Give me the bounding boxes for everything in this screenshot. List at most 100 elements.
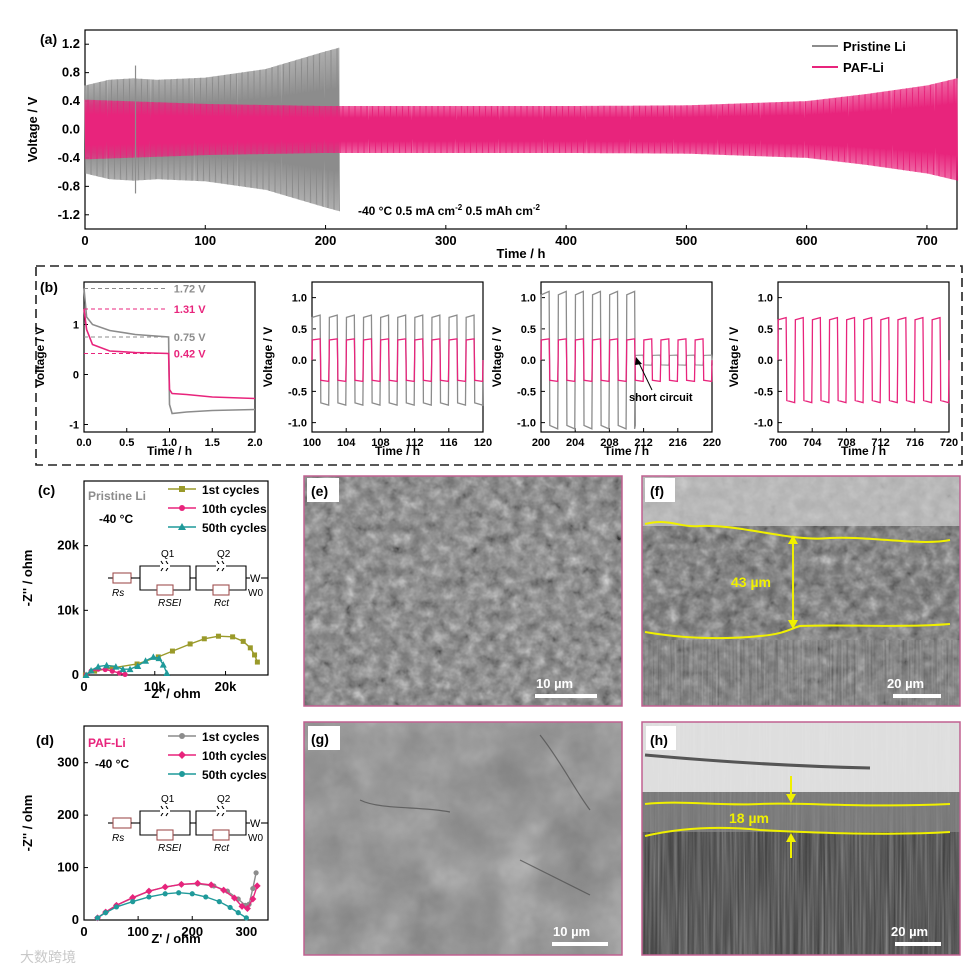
b4-xtick-label: 700 (769, 437, 787, 449)
data-point (240, 638, 246, 644)
circuit-label-rsei: RSEI (158, 843, 182, 854)
data-point (119, 665, 127, 673)
annotation-label: 1.72 V (174, 284, 206, 296)
a-xtick-label: 600 (796, 233, 818, 248)
cpe-gap (216, 564, 226, 568)
b2-ylabel: Voltage / V (261, 327, 275, 387)
panel-h-label-box (646, 726, 676, 750)
b1-ytick-label: 1 (73, 320, 79, 332)
series-1 (97, 872, 257, 919)
b4-ytick-label: -1.0 (754, 418, 773, 430)
a-ytick-label: 0.0 (62, 122, 80, 137)
data-point (161, 883, 169, 891)
panel-b2: 100 104 108 112 116 120 -1.0 -0.5 0.0 0.5 1.0 Time … (261, 281, 492, 458)
short-circuit-arrow (637, 360, 653, 391)
b4-xtick-label: 716 (906, 437, 924, 449)
d-legend: 1st cycles 10th cycles 50th cycles (168, 730, 267, 782)
panel-c-sample: Pristine Li (88, 489, 146, 503)
d-xlabel: Z' / ohm (151, 931, 200, 946)
series-paf-li (540, 338, 713, 383)
c-ytick-label: 10k (57, 602, 79, 617)
panel-f-label: (f) (650, 483, 664, 499)
b3-ytick-label: -1.0 (517, 418, 536, 430)
panel-b4: 700 704 708 712 716 720 -1.0 -0.5 0.0 0.5 1.0 Time … (727, 281, 958, 458)
data-point (112, 663, 120, 670)
panel-b-label: (b) (40, 279, 58, 295)
b3-ytick-label: 0.0 (521, 355, 536, 367)
b1-ytick-label: 0 (73, 370, 79, 382)
panel-a: 0 100 200 300 400 500 600 700 -1.2 -0.8 -0.4 0.0 0.4… (25, 29, 959, 261)
b3-ytick-label: 1.0 (521, 293, 536, 305)
b2-ytick-label: -1.0 (288, 418, 307, 430)
data-point (155, 654, 163, 662)
panel-d: 0 100 200 300 0 100 200 300 Z' / ohm -Z'' / ohm 1s… (20, 725, 269, 946)
series-pristine-li (540, 290, 636, 430)
b4-ytick-label: 0.0 (758, 355, 773, 367)
legend-label: Pristine Li (843, 39, 906, 54)
a-xlabel: Time / h (497, 246, 546, 261)
circuit-label-rct: Rct (214, 843, 230, 854)
b4-xtick-label: 704 (803, 437, 822, 449)
series-paf-li (777, 316, 950, 404)
b1-xtick-label: 1.5 (205, 437, 220, 449)
data-point (187, 641, 193, 647)
panel-d-sample: PAF-Li (88, 736, 126, 750)
series-paf-li (84, 78, 959, 181)
b4-ytick-label: -0.5 (754, 386, 773, 398)
a-ytick-label: 0.4 (62, 93, 81, 108)
data-point (216, 899, 222, 905)
legend-marker (179, 733, 185, 739)
data-point (142, 657, 150, 664)
panel-e-label: (e) (311, 483, 328, 499)
a-xtick-label: 100 (194, 233, 216, 248)
warburg-symbol: W (250, 818, 261, 830)
b3-xtick-label: 200 (532, 437, 550, 449)
panel-d-label: (d) (36, 732, 54, 748)
data-point (252, 652, 258, 658)
d-ytick-label: 300 (57, 755, 79, 770)
data-point (235, 910, 241, 916)
a-ytick-label: -0.8 (58, 178, 80, 193)
c-xtick-label: 10k (144, 679, 166, 694)
data-point (87, 666, 95, 674)
series-pristine-li-shorted (634, 354, 713, 366)
data-point (145, 887, 153, 895)
b3-ytick-label: -0.5 (517, 386, 536, 398)
annotation-label: 0.42 V (174, 349, 206, 361)
sem-image-h: (h) 18 µm 20 µm (641, 721, 961, 956)
annotation-label: 1.31 V (174, 304, 206, 316)
panel-c-temp: -40 °C (99, 512, 133, 526)
data-point (94, 915, 101, 921)
d-xtick-label: 100 (127, 924, 149, 939)
panel-h-label: (h) (650, 732, 668, 748)
circuit-label-q1: Q1 (161, 794, 175, 805)
panel-b1: 0.0 0.5 1.0 1.5 2.0 -1 0 1 Time / h Voltage / V 1.… (33, 281, 263, 458)
legend-marker (179, 486, 185, 492)
legend-label: 1st cycles (202, 730, 260, 744)
c-ylabel: -Z'' / ohm (20, 550, 35, 607)
legend-label: 50th cycles (202, 521, 267, 535)
b4-xtick-label: 720 (940, 437, 958, 449)
legend-a: Pristine Li PAF-Li (812, 39, 906, 75)
cpe-gap (160, 564, 170, 568)
panel-g-label-box (308, 726, 340, 750)
legend-marker (178, 523, 186, 530)
circuit-label-rct: Rct (214, 598, 230, 609)
data-point (82, 671, 90, 678)
data-point (169, 648, 175, 654)
a-ytick-label: -0.4 (58, 150, 81, 165)
data-point (227, 904, 233, 911)
data-point (146, 894, 152, 900)
b2-xtick-label: 104 (337, 437, 356, 449)
data-point (249, 895, 257, 903)
panel-g-scale-bar (552, 942, 608, 946)
c-xtick-label: 20k (215, 679, 237, 694)
data-point (126, 665, 134, 673)
data-point (230, 894, 238, 902)
c-xlabel: Z' / ohm (151, 686, 200, 701)
sem-image-f: (f) 43 µm 20 µm (641, 475, 961, 707)
b2-xlabel: Time / h (375, 444, 420, 458)
sem-image-g: (g) 10 µm (303, 721, 623, 956)
panel-e-label-box (307, 478, 339, 502)
resistor-rs (112, 817, 132, 829)
